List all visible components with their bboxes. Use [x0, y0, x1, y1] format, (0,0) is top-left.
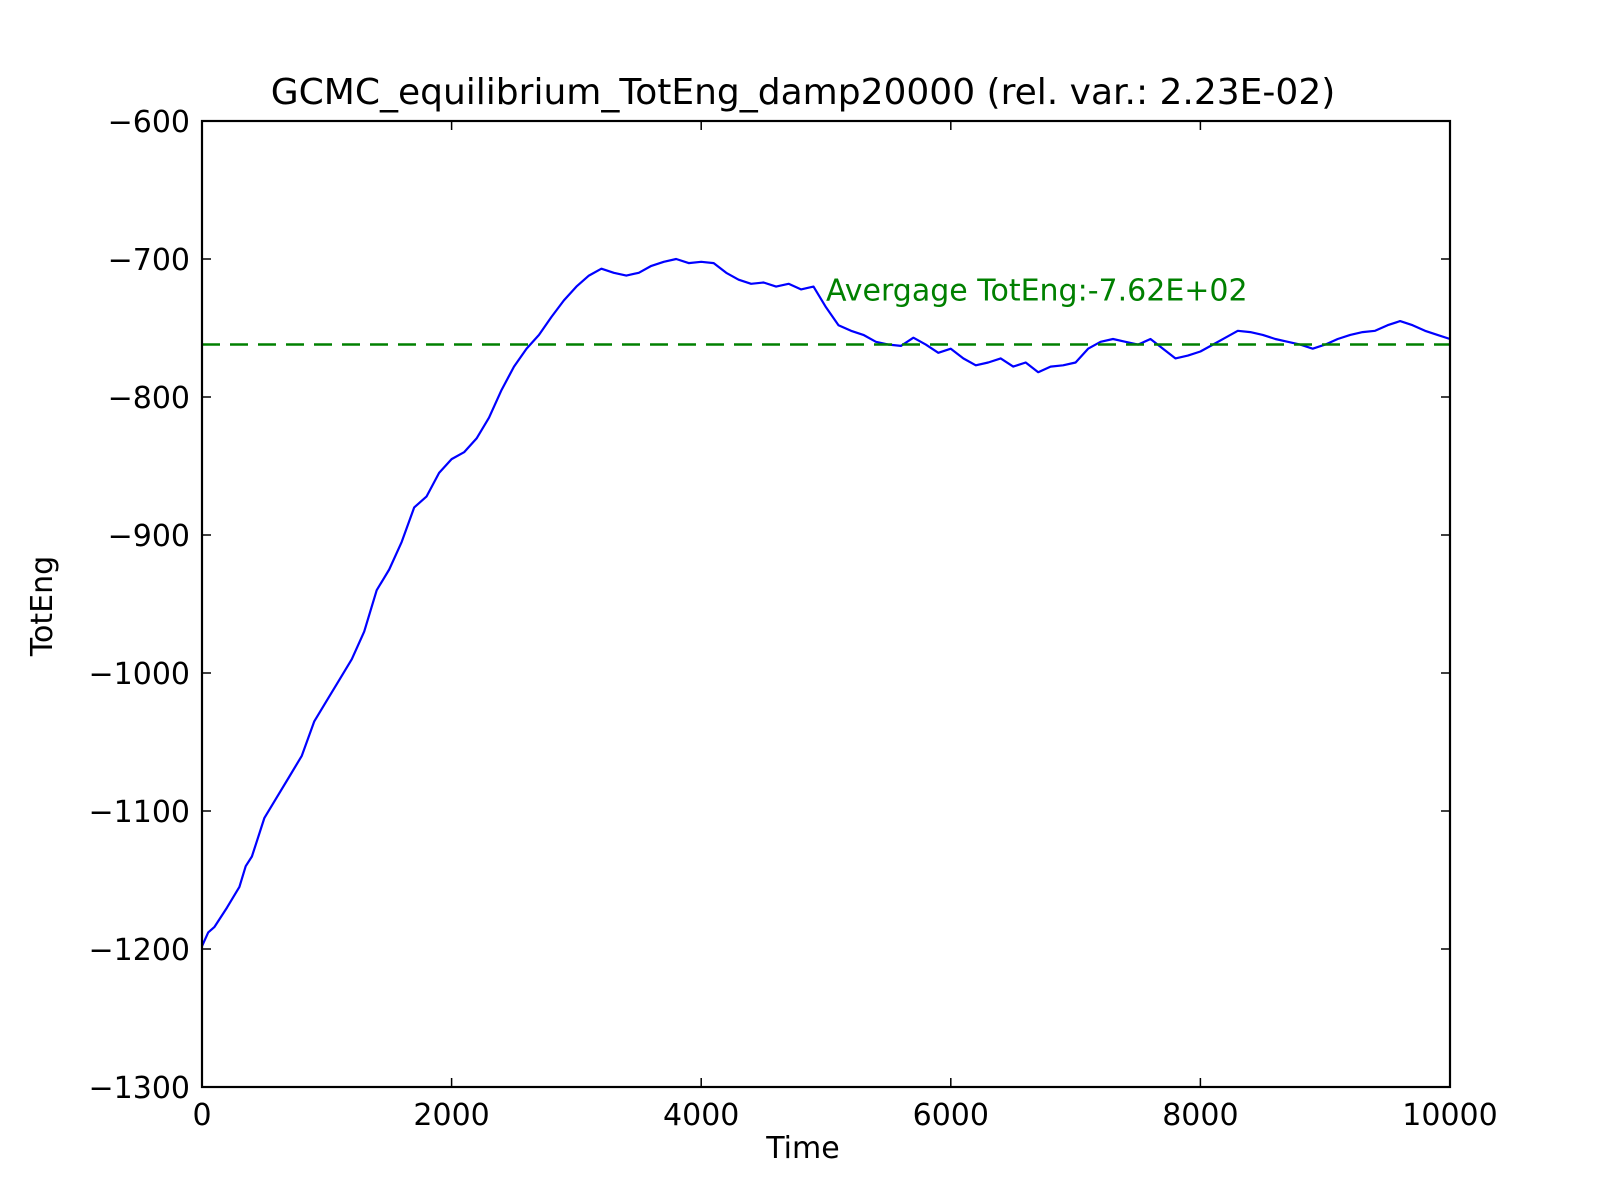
x-tick-label-5: 10000: [1402, 1098, 1497, 1133]
x-tick-label-3: 6000: [913, 1098, 989, 1133]
y-tick-label-0: −600: [108, 105, 190, 140]
plot-area: Avergage TotEng:-7.62E+02 0 2000 4000 6000 80…: [89, 105, 1498, 1133]
x-axis-label: Time: [765, 1131, 839, 1166]
average-annotation: Avergage TotEng:-7.62E+02: [826, 273, 1248, 308]
x-tick-label-4: 8000: [1162, 1098, 1238, 1133]
y-tick-label-7: −1300: [89, 1071, 190, 1106]
y-tick-label-1: −700: [108, 243, 190, 278]
y-tick-label-5: −1100: [89, 795, 190, 830]
chart-title: GCMC_equilibrium_TotEng_damp20000 (rel. …: [271, 72, 1336, 113]
axes-frame: [200, 119, 1452, 1089]
x-tick-label-2: 4000: [663, 1098, 739, 1133]
series-line-0: [202, 257, 1450, 947]
y-tick-label-4: −1000: [89, 657, 190, 692]
y-tick-label-3: −900: [108, 519, 190, 554]
y-tick-label-6: −1200: [89, 933, 190, 968]
x-tick-label-1: 2000: [413, 1098, 489, 1133]
plot-clip-group: [202, 257, 1450, 947]
y-axis-label: TotEng: [25, 556, 60, 657]
x-tick-label-0: 0: [192, 1098, 211, 1133]
y-tick-label-2: −800: [108, 381, 190, 416]
